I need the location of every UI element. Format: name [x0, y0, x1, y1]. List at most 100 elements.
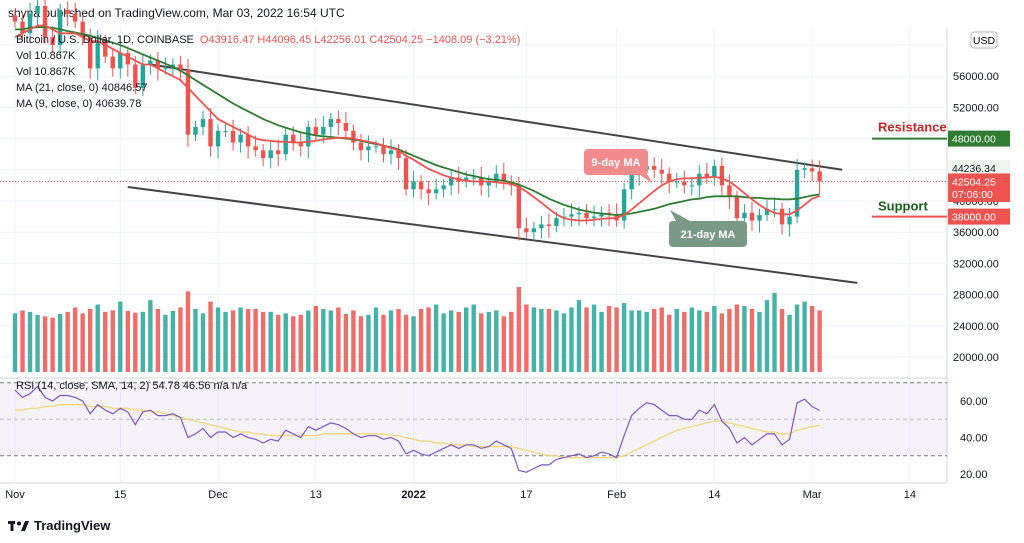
time-axis: Nov 15 Dec 13 2022 17 Feb 14 Mar 14 — [5, 489, 916, 501]
candle-body — [599, 212, 604, 217]
volume-bar — [644, 311, 649, 372]
candle-body — [411, 181, 416, 190]
volume-bar — [88, 308, 93, 372]
time-tick-label: Nov — [5, 489, 25, 501]
time-tick-label: Dec — [208, 489, 228, 501]
candle-body — [787, 216, 792, 225]
volume-bar — [12, 313, 18, 372]
volume-bar — [57, 313, 63, 372]
candle-body — [27, 13, 33, 34]
volume-bar — [584, 307, 589, 372]
candle-body — [57, 9, 63, 45]
candle-body — [418, 181, 424, 190]
volume-bar — [351, 310, 356, 372]
ma9-callout-box — [584, 149, 648, 175]
legend-symbol: Bitcoin / U.S. Dollar, 1D, COINBASE O4391… — [16, 34, 520, 46]
candle-body — [546, 224, 552, 226]
volume-bar — [373, 307, 379, 372]
time-tick-label: 14 — [904, 489, 916, 501]
volume-bar — [110, 310, 115, 372]
volume-bar — [298, 314, 303, 372]
volume-bar — [486, 311, 491, 372]
volume-bar — [456, 311, 461, 372]
price-label-box — [948, 185, 1010, 202]
volume-bar — [817, 310, 822, 372]
volume-bar — [772, 292, 777, 372]
price-label: 48000.00 — [952, 134, 996, 146]
price-axis: 56000.0052000.0048000.0044000.0040000.00… — [948, 71, 1010, 481]
price-label-box — [948, 159, 1010, 176]
volume-bar — [636, 310, 642, 372]
candle-body — [215, 130, 221, 147]
candle-body — [245, 134, 251, 147]
volume-bar — [283, 313, 288, 372]
rsi-pane — [0, 382, 947, 473]
volume-bar — [178, 307, 183, 372]
volume-bar — [140, 311, 146, 372]
resistance-label: Resistance — [878, 120, 947, 135]
volume-bar — [366, 314, 371, 372]
candle-body — [358, 142, 364, 151]
volume-bar — [539, 308, 544, 372]
candle-body — [343, 123, 349, 131]
volume-bar — [546, 308, 552, 372]
volume-bar — [245, 308, 251, 372]
candle-body — [682, 181, 687, 186]
volume-bar — [479, 313, 484, 372]
candle-body — [95, 41, 100, 69]
candle-body — [321, 126, 326, 135]
price-tick-label: 20000.00 — [953, 352, 999, 364]
rsi-tick-label: 20.00 — [960, 469, 988, 481]
candle-body — [148, 60, 153, 65]
volume-bar — [230, 310, 236, 372]
candle-body — [306, 126, 311, 147]
volume-bar — [381, 314, 386, 372]
volume-bar — [396, 308, 401, 372]
trend-upper — [150, 63, 843, 171]
volume-bar — [155, 308, 161, 372]
volume-bar — [27, 311, 33, 372]
candle-body — [516, 185, 522, 229]
legend-vol-2: Vol 10.867K — [16, 66, 76, 78]
volume-bar — [621, 303, 627, 372]
candle-body — [12, 15, 18, 22]
volume-bar — [682, 311, 687, 372]
ma21-callout-box — [669, 221, 747, 247]
volume-bar — [471, 304, 476, 372]
volume-bar — [554, 310, 559, 372]
candle-body — [742, 212, 747, 219]
volume-bar — [276, 314, 281, 372]
candle-body — [72, 13, 78, 22]
time-tick-label: 14 — [708, 489, 720, 501]
candle-body — [734, 197, 740, 219]
legend-ma9: MA (9, close, 0) 40639.78 — [16, 98, 141, 110]
candle-body — [539, 224, 544, 229]
volume-bar — [215, 307, 221, 372]
price-label: 07:06:00 — [952, 189, 993, 201]
volume-bar — [125, 310, 130, 372]
volume-bar — [652, 308, 657, 372]
volume-bar — [712, 306, 717, 372]
price-tick-label: 56000.00 — [953, 71, 999, 83]
candle-body — [426, 189, 431, 194]
candle-body — [704, 173, 710, 178]
candle-body — [88, 37, 93, 69]
candle-body — [178, 64, 183, 70]
legend-ohlc: O43916.47 H44096.45 L42256.01 C42504.25 … — [200, 34, 521, 46]
volume-bar — [238, 307, 243, 372]
currency-tag[interactable]: USD — [970, 31, 998, 49]
candle-body — [373, 146, 379, 148]
volume-bar — [20, 310, 25, 372]
candle-body — [403, 158, 409, 190]
candle-body — [486, 181, 491, 186]
candle-body — [524, 228, 529, 233]
candle-body — [674, 181, 679, 183]
volume-bar — [208, 301, 213, 372]
volume-bar — [306, 310, 311, 372]
volume-bar — [148, 300, 153, 372]
volume-bar — [133, 312, 138, 372]
candle-body — [779, 208, 785, 225]
volume-bar — [72, 307, 78, 372]
volume-bar — [42, 316, 48, 372]
